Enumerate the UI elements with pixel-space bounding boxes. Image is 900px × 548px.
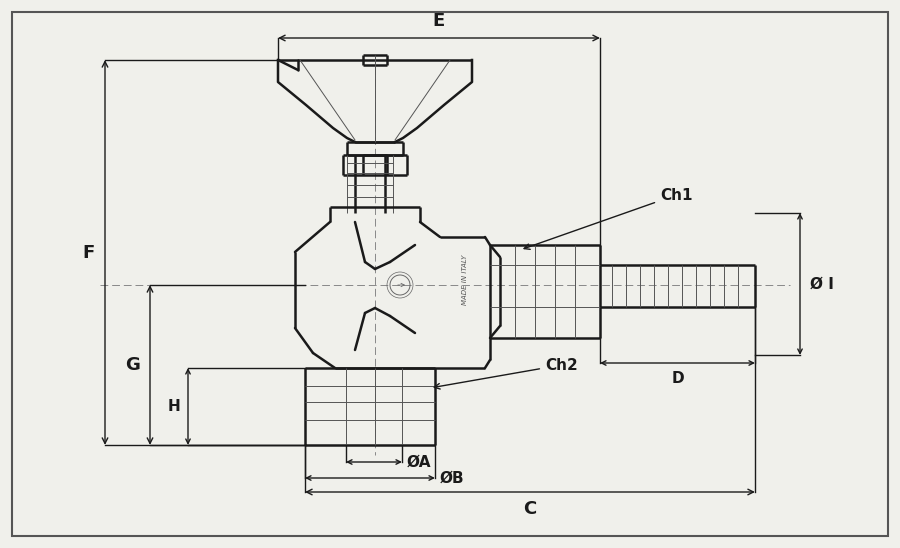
Text: ØA: ØA <box>407 454 431 470</box>
Text: C: C <box>524 500 536 518</box>
Text: MADE IN ITALY: MADE IN ITALY <box>462 255 468 305</box>
Text: Ø I: Ø I <box>810 277 834 292</box>
Text: ØB: ØB <box>440 471 464 486</box>
Text: Ch2: Ch2 <box>435 357 578 389</box>
Text: F: F <box>83 243 95 261</box>
Text: E: E <box>433 12 446 30</box>
Text: Ch1: Ch1 <box>524 187 692 249</box>
Text: H: H <box>167 399 180 414</box>
Text: D: D <box>671 371 684 386</box>
Text: G: G <box>125 356 140 374</box>
